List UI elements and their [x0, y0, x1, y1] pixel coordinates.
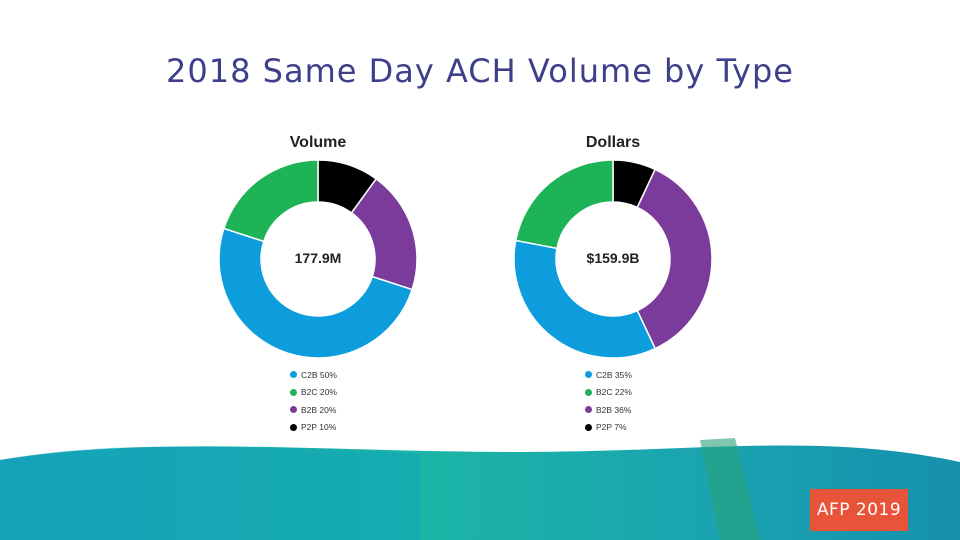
volume-legend-item-c2b: C2B 50%: [290, 366, 337, 384]
footer-wave: [0, 438, 960, 540]
dollars-legend-dot-p2p: [585, 423, 592, 431]
dollars-center-label: $159.9B: [586, 250, 640, 266]
dollars-donut: [513, 159, 713, 359]
dollars-slice-c2b: [513, 239, 657, 359]
dollars-slice-b2c: [514, 159, 614, 250]
dollars-legend-dot-b2b: [585, 406, 592, 414]
dollars-slice-b2b: [636, 168, 713, 350]
dollars-legend-item-b2b: B2B 36%: [585, 401, 632, 419]
dollars-chart: Dollars $159.9B C2B 35% B2C 22% B2B 36% P2P…: [493, 128, 733, 438]
volume-donut: [218, 159, 418, 359]
dollars-legend-item-p2p: P2P 7%: [585, 419, 632, 437]
afp-2019-logo: AFP 2019: [810, 489, 908, 531]
dollars-legend-item-b2c: B2C 22%: [585, 384, 632, 402]
slide-title: 2018 Same Day ACH Volume by Type: [166, 52, 794, 90]
dollars-chart-title: Dollars: [585, 134, 641, 151]
volume-chart-title: Volume: [289, 134, 347, 151]
dollars-legend-label-c2b: C2B 35%: [596, 369, 632, 380]
volume-slice-c2b: [218, 227, 414, 359]
volume-legend-item-b2b: B2B 20%: [290, 401, 337, 419]
volume-legend-item-p2p: P2P 10%: [290, 419, 337, 437]
volume-legend-label-p2p: P2P 10%: [301, 422, 337, 433]
volume-legend-dot-b2b: [290, 406, 297, 414]
dollars-legend-dot-b2c: [585, 388, 592, 396]
dollars-legend-label-p2p: P2P 7%: [596, 422, 627, 433]
volume-slice-b2c: [222, 159, 319, 243]
volume-legend-item-b2c: B2C 20%: [290, 384, 337, 402]
dollars-legend-dot-c2b: [585, 371, 592, 379]
dollars-legend-item-c2b: C2B 35%: [585, 366, 632, 384]
dollars-legend-label-b2b: B2B 36%: [596, 404, 632, 415]
volume-center-label: 177.9M: [294, 250, 342, 266]
dollars-legend: C2B 35% B2C 22% B2B 36% P2P 7%: [585, 366, 632, 436]
volume-chart: Volume 177.9M C2B 50% B2C 20% B2B 20% P2P 1…: [198, 128, 438, 438]
volume-legend-label-b2b: B2B 20%: [301, 404, 337, 415]
volume-legend-label-b2c: B2C 20%: [301, 387, 337, 398]
volume-legend: C2B 50% B2C 20% B2B 20% P2P 10%: [290, 366, 337, 436]
volume-legend-dot-p2p: [290, 423, 297, 431]
volume-legend-label-c2b: C2B 50%: [301, 369, 337, 380]
volume-legend-dot-b2c: [290, 388, 297, 396]
dollars-legend-label-b2c: B2C 22%: [596, 387, 632, 398]
volume-legend-dot-c2b: [290, 371, 297, 379]
